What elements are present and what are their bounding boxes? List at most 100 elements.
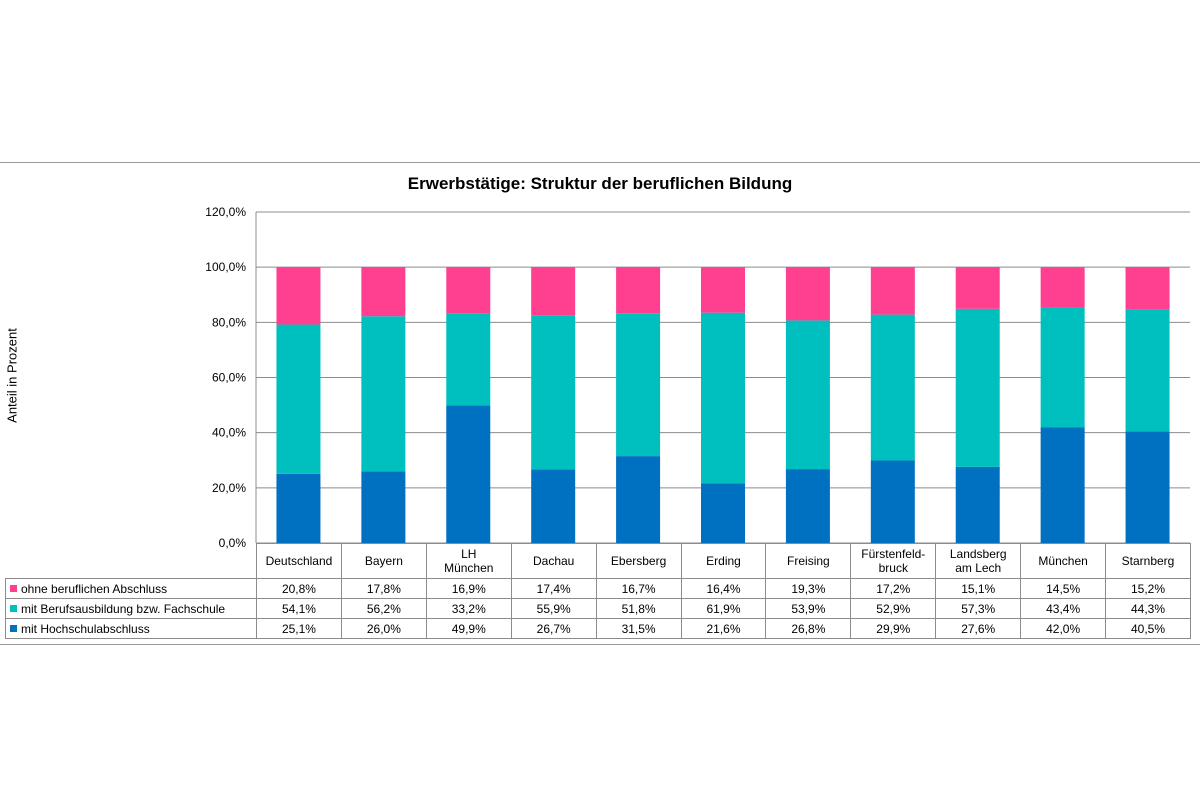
- data-label: 26,8%: [765, 618, 852, 639]
- legend-label: mit Hochschulabschluss: [21, 621, 150, 636]
- frame-top-border: [0, 162, 1200, 163]
- data-label: 17,8%: [340, 578, 427, 599]
- bar-segment: [955, 308, 1000, 467]
- bar-segment: [955, 267, 1000, 309]
- table-row: mit Hochschulabschluss 25,1% 26,0% 49,9% 26,…: [5, 618, 1191, 639]
- data-label: 29,9%: [850, 618, 937, 639]
- bar-segment: [531, 469, 576, 543]
- x-tick-label: Landsberg am Lech: [935, 543, 1022, 579]
- data-label: 49,9%: [425, 618, 512, 639]
- data-label: 54,1%: [256, 598, 342, 619]
- x-tick-label: München: [1020, 543, 1107, 579]
- data-label: 25,1%: [256, 618, 342, 639]
- data-label: 19,3%: [765, 578, 852, 599]
- bar-segment: [531, 267, 576, 316]
- bar-segment: [616, 267, 661, 314]
- data-label: 33,2%: [425, 598, 512, 619]
- bar-segment: [701, 312, 745, 484]
- data-label: 55,9%: [510, 598, 597, 619]
- x-tick-label: Fürstenfeld-bruck: [850, 543, 937, 579]
- x-tick-label: Freising: [765, 543, 852, 579]
- y-tick-label: 80,0%: [212, 315, 246, 329]
- bar-segment: [1125, 309, 1170, 432]
- bar-segment: [1040, 267, 1085, 308]
- bar-segment: [870, 314, 915, 461]
- data-label: 53,9%: [765, 598, 852, 619]
- legend-entry: ohne beruflichen Abschluss: [5, 578, 257, 599]
- legend-swatch: [10, 604, 17, 612]
- data-table: Deutschland Bayern LH München Dachau Ebersber…: [5, 543, 1191, 639]
- bar-segment: [785, 320, 830, 470]
- y-tick-label: 20,0%: [212, 481, 246, 495]
- table-corner: [6, 544, 257, 579]
- bar-segment: [616, 456, 661, 543]
- bar-segment: [276, 324, 321, 474]
- data-label: 42,0%: [1020, 618, 1107, 639]
- bar-segment: [701, 267, 745, 313]
- data-label: 17,2%: [850, 578, 937, 599]
- bar-segment: [785, 267, 830, 321]
- bar-segment: [1125, 267, 1170, 310]
- bar-segment: [1040, 427, 1085, 543]
- data-label: 57,3%: [935, 598, 1022, 619]
- y-tick-label: 60,0%: [212, 371, 246, 385]
- data-label: 16,7%: [595, 578, 682, 599]
- table-row: ohne beruflichen Abschluss 20,8% 17,8% 16,9…: [5, 578, 1191, 599]
- legend-swatch: [10, 584, 17, 592]
- data-label: 43,4%: [1020, 598, 1107, 619]
- x-tick-label: Deutschland: [256, 543, 342, 579]
- data-label: 16,9%: [425, 578, 512, 599]
- data-label: 14,5%: [1020, 578, 1107, 599]
- bar-segment: [276, 473, 321, 543]
- bar-segment: [785, 469, 830, 543]
- bar-segment: [1040, 307, 1085, 428]
- data-label: 21,6%: [680, 618, 767, 639]
- bar-segment: [446, 267, 491, 314]
- data-label: 15,1%: [935, 578, 1022, 599]
- data-label: 31,5%: [595, 618, 682, 639]
- chart-title: Erwerbstätige: Struktur der beruflichen …: [407, 174, 793, 193]
- x-tick-label: LH München: [425, 543, 512, 579]
- data-label: 17,4%: [510, 578, 597, 599]
- x-tick-label: Starnberg: [1105, 543, 1191, 579]
- data-label: 26,7%: [510, 618, 597, 639]
- bar-segment: [955, 466, 1000, 543]
- data-label: 26,0%: [340, 618, 427, 639]
- data-label: 56,2%: [340, 598, 427, 619]
- data-label: 27,6%: [935, 618, 1022, 639]
- y-tick-label: 40,0%: [212, 426, 246, 440]
- data-label: 61,9%: [680, 598, 767, 619]
- x-tick-label: Bayern: [340, 543, 427, 579]
- legend-entry: mit Hochschulabschluss: [5, 618, 257, 639]
- data-label: 20,8%: [256, 578, 342, 599]
- data-label: 16,4%: [680, 578, 767, 599]
- bar-segment: [361, 471, 406, 543]
- bar-segment: [446, 405, 491, 543]
- y-tick-label: 120,0%: [205, 205, 246, 219]
- legend-swatch: [10, 624, 17, 632]
- legend-label: ohne beruflichen Abschluss: [21, 581, 168, 596]
- bar-segment: [446, 313, 491, 406]
- data-label: 40,5%: [1105, 618, 1191, 639]
- data-label: 52,9%: [850, 598, 937, 619]
- x-tick-label: Ebersberg: [595, 543, 682, 579]
- data-label: 51,8%: [595, 598, 682, 619]
- bar-segment: [701, 483, 745, 543]
- bar-segment: [870, 267, 915, 315]
- data-label: 44,3%: [1105, 598, 1191, 619]
- bar-segment: [1125, 431, 1170, 543]
- frame-bottom-border: [0, 644, 1200, 645]
- table-row: mit Berufsausbildung bzw. Fachschule 54,1…: [5, 598, 1191, 619]
- bar-segment: [870, 460, 915, 543]
- legend-label: mit Berufsausbildung bzw. Fachschule: [21, 601, 226, 616]
- legend-entry: mit Berufsausbildung bzw. Fachschule: [5, 598, 257, 619]
- x-tick-label: Erding: [680, 543, 767, 579]
- y-tick-label: 0,0%: [219, 536, 247, 550]
- bar-segment: [616, 313, 661, 457]
- bar-segment: [361, 316, 406, 472]
- y-tick-label: 100,0%: [205, 260, 246, 274]
- bar-segment: [276, 267, 321, 325]
- bar-segment: [531, 315, 576, 470]
- x-tick-label: Dachau: [510, 543, 597, 579]
